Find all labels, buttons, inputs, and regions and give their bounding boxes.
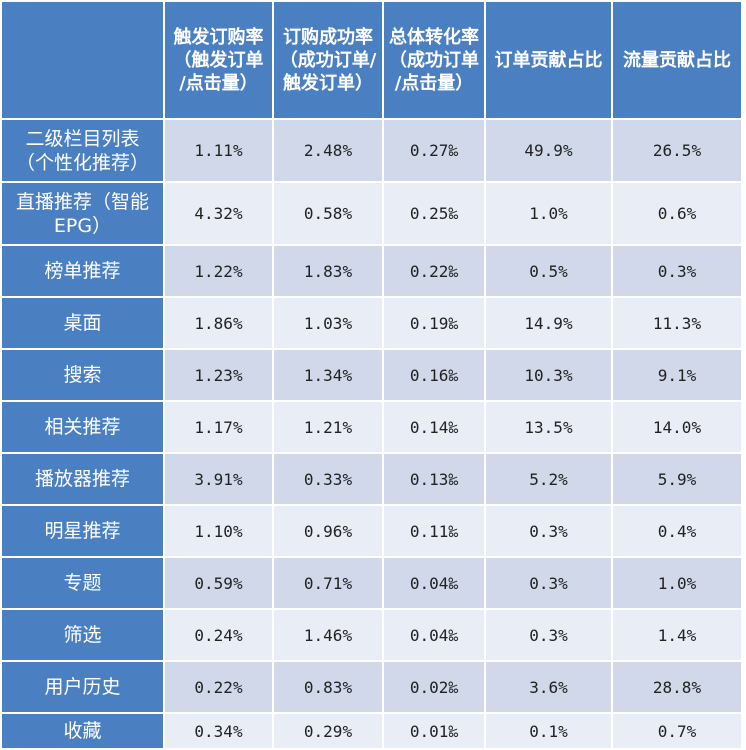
row-label: 专题 [0,556,165,610]
value-cell: 0.3% [611,244,743,298]
table-row: 直播推荐（智能 EPG） 4.32% 0.58% 0.25‰ 1.0% 0.6% [0,181,743,246]
value-cell: 1.11% [163,118,274,183]
value-cell: 0.13‰ [382,452,486,506]
row-label: 桌面 [0,296,165,350]
value-cell: 0.04‰ [382,608,486,662]
table-row: 相关推荐 1.17% 1.21% 0.14‰ 13.5% 14.0% [0,400,743,454]
value-cell: 1.22% [163,244,274,298]
value-cell: 0.25‰ [382,181,486,246]
table-row: 播放器推荐 3.91% 0.33% 0.13‰ 5.2% 5.9% [0,452,743,506]
corner-cell [0,0,165,120]
column-header: 总体转化率 （成功订单/点击量） [382,0,486,120]
value-cell: 0.33% [272,452,384,506]
value-cell: 14.0% [611,400,743,454]
value-cell: 0.3% [484,608,613,662]
value-cell: 0.14‰ [382,400,486,454]
table-row: 搜索 1.23% 1.34% 0.16‰ 10.3% 9.1% [0,348,743,402]
value-cell: 0.6% [611,181,743,246]
column-header: 订单贡献占比 [484,0,613,120]
value-cell: 3.6% [484,660,613,714]
value-cell: 14.9% [484,296,613,350]
table-row: 专题 0.59% 0.71% 0.04‰ 0.3% 1.0% [0,556,743,610]
row-label: 播放器推荐 [0,452,165,506]
value-cell: 0.22‰ [382,244,486,298]
value-cell: 0.24% [163,608,274,662]
value-cell: 0.83% [272,660,384,714]
value-cell: 1.4% [611,608,743,662]
value-cell: 28.8% [611,660,743,714]
value-cell: 0.11‰ [382,504,486,558]
value-cell: 1.0% [484,181,613,246]
column-header: 流量贡献占比 [611,0,743,120]
value-cell: 1.34% [272,348,384,402]
value-cell: 0.3% [484,504,613,558]
row-label: 用户历史 [0,660,165,714]
value-cell: 1.83% [272,244,384,298]
value-cell: 3.91% [163,452,274,506]
column-header: 触发订购率 （触发订单/点击量） [163,0,274,120]
table-row: 榜单推荐 1.22% 1.83% 0.22‰ 0.5% 0.3% [0,244,743,298]
value-cell: 10.3% [484,348,613,402]
table-row: 明星推荐 1.10% 0.96% 0.11‰ 0.3% 0.4% [0,504,743,558]
value-cell: 0.3% [484,556,613,610]
value-cell: 0.96% [272,504,384,558]
value-cell: 1.10% [163,504,274,558]
value-cell: 5.9% [611,452,743,506]
row-label: 榜单推荐 [0,244,165,298]
value-cell: 1.03% [272,296,384,350]
value-cell: 0.34% [163,712,274,750]
value-cell: 0.16‰ [382,348,486,402]
value-cell: 0.7% [611,712,743,750]
column-header: 订购成功率 （成功订单/触发订单） [272,0,384,120]
value-cell: 11.3% [611,296,743,350]
table-body: 二级栏目列表 （个性化推荐） 1.11% 2.48% 0.27‰ 49.9% 26.5% 直播… [0,118,743,750]
table-row: 筛选 0.24% 1.46% 0.04‰ 0.3% 1.4% [0,608,743,662]
table-row: 收藏 0.34% 0.29% 0.01‰ 0.1% 0.7% [0,712,743,750]
value-cell: 2.48% [272,118,384,183]
value-cell: 1.21% [272,400,384,454]
header-row: 触发订购率 （触发订单/点击量） 订购成功率 （成功订单/触发订单） 总体转化率 （成… [0,0,743,120]
row-label: 明星推荐 [0,504,165,558]
row-label: 二级栏目列表 （个性化推荐） [0,118,165,183]
value-cell: 1.86% [163,296,274,350]
value-cell: 1.17% [163,400,274,454]
value-cell: 0.71% [272,556,384,610]
value-cell: 1.23% [163,348,274,402]
table-row: 二级栏目列表 （个性化推荐） 1.11% 2.48% 0.27‰ 49.9% 26.5% [0,118,743,183]
value-cell: 1.0% [611,556,743,610]
value-cell: 0.1% [484,712,613,750]
row-label: 筛选 [0,608,165,662]
row-label: 收藏 [0,712,165,750]
table-row: 用户历史 0.22% 0.83% 0.02‰ 3.6% 28.8% [0,660,743,714]
value-cell: 5.2% [484,452,613,506]
value-cell: 0.19‰ [382,296,486,350]
row-label: 相关推荐 [0,400,165,454]
value-cell: 0.29% [272,712,384,750]
value-cell: 0.59% [163,556,274,610]
value-cell: 1.46% [272,608,384,662]
value-cell: 0.02‰ [382,660,486,714]
value-cell: 0.01‰ [382,712,486,750]
value-cell: 0.4% [611,504,743,558]
row-label: 直播推荐（智能 EPG） [0,181,165,246]
value-cell: 0.5% [484,244,613,298]
value-cell: 13.5% [484,400,613,454]
value-cell: 0.27‰ [382,118,486,183]
value-cell: 49.9% [484,118,613,183]
value-cell: 9.1% [611,348,743,402]
value-cell: 0.58% [272,181,384,246]
value-cell: 26.5% [611,118,743,183]
value-cell: 0.22% [163,660,274,714]
table-row: 桌面 1.86% 1.03% 0.19‰ 14.9% 11.3% [0,296,743,350]
value-cell: 4.32% [163,181,274,246]
row-label: 搜索 [0,348,165,402]
value-cell: 0.04‰ [382,556,486,610]
